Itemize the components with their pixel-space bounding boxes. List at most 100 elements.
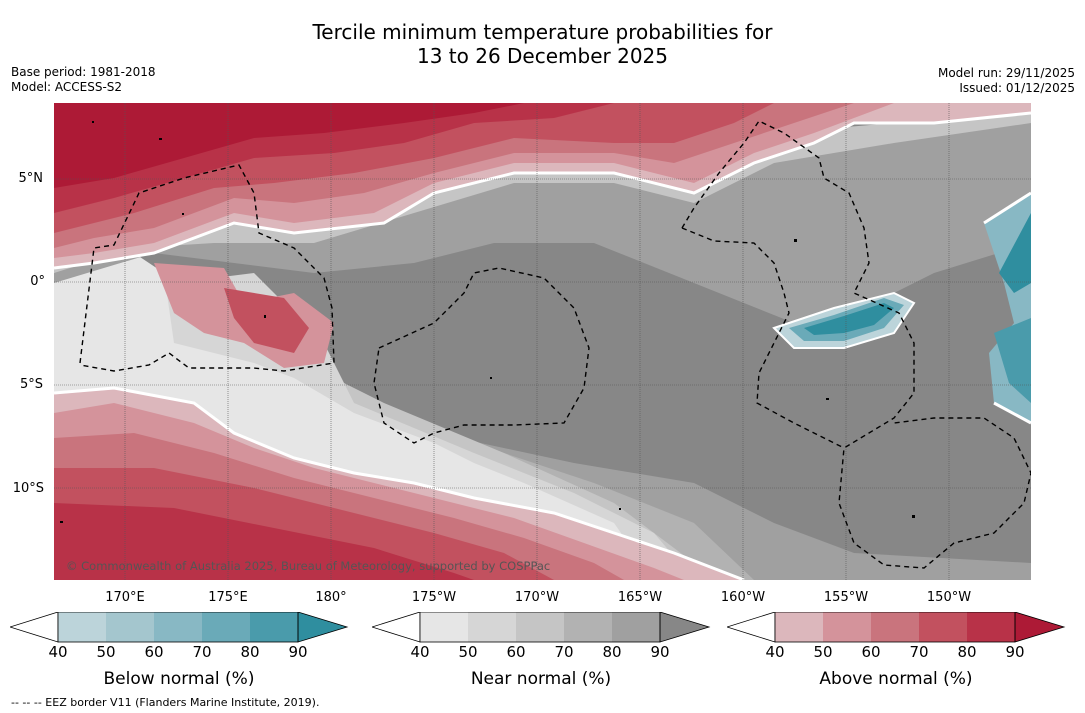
- meta-right: Model run: 29/11/2025 Issued: 01/12/2025: [938, 66, 1075, 96]
- lon-label-170e: 170°E: [105, 590, 145, 605]
- above-tick-50: 50: [813, 643, 833, 661]
- model-run: Model run: 29/11/2025: [937, 66, 1075, 80]
- below-tick-90: 90: [288, 643, 308, 661]
- above-normal-title: Above normal (%): [819, 669, 973, 689]
- colorbar-near-seg-3: [516, 612, 564, 642]
- colorbar-near-seg-4: [564, 612, 612, 642]
- colorbar-near-frame: [419, 612, 661, 643]
- model-name: Model: ACCESS-S2: [11, 80, 123, 94]
- colorbar-near-seg-1: [420, 612, 468, 642]
- lon-label-170w: 170°W: [514, 590, 560, 605]
- colorbar-above-seg-4: [919, 612, 967, 642]
- above-tick-60: 60: [861, 643, 881, 661]
- island-speck: [490, 377, 492, 379]
- island-speck: [264, 315, 266, 318]
- colorbar-near-low-arrow: [372, 612, 421, 643]
- title-line-1: Tercile minimum temperature probabilitie…: [312, 20, 773, 44]
- lon-label-175e: 175°E: [208, 590, 248, 605]
- colorbar-above-seg-5: [967, 612, 1015, 642]
- gridlines: [54, 103, 1031, 580]
- colorbar-above-seg-1: [775, 612, 823, 642]
- colorbar-below-seg-5: [250, 612, 298, 642]
- near-normal-title: Near normal (%): [470, 669, 612, 689]
- eez-border-central: [373, 267, 590, 444]
- lat-label-0: 0°: [30, 274, 45, 289]
- lon-label-155w: 155°W: [823, 590, 869, 605]
- copyright-notice: © Commonwealth of Australia 2025, Bureau…: [66, 559, 551, 573]
- below-normal-east-core: [999, 213, 1031, 293]
- colorbar-above-low-arrow: [727, 612, 776, 643]
- east-boundary-contour: [983, 191, 1031, 425]
- lon-label-165w: 165°W: [617, 590, 663, 605]
- island-speck: [619, 508, 621, 510]
- lon-label-160w: 160°W: [720, 590, 766, 605]
- colorbar-above-seg-2: [823, 612, 871, 642]
- near-tick-80: 80: [602, 643, 622, 661]
- colorbar-below-seg-2: [106, 612, 154, 642]
- colorbar-below-seg-1: [58, 612, 106, 642]
- near-tick-60: 60: [506, 643, 526, 661]
- lat-label-10s: 10°S: [12, 481, 44, 496]
- eez-footnote: -- -- -- EEZ border V11 (Flanders Marine…: [11, 696, 320, 709]
- colorbar-near-seg-2: [468, 612, 516, 642]
- colorbar-below-seg-3: [154, 612, 202, 642]
- below-tick-70: 70: [192, 643, 212, 661]
- below-normal-central-centre: [804, 303, 894, 335]
- probability-map: [54, 103, 1031, 580]
- lon-label-180: 180°: [315, 590, 347, 605]
- meta-left: Base period: 1981-2018 Model: ACCESS-S2: [11, 65, 156, 95]
- colorbar-below-seg-4: [202, 612, 250, 642]
- colorbar-above: [727, 612, 1066, 643]
- below-normal-title: Below normal (%): [103, 669, 255, 689]
- eez-border-west: [79, 164, 335, 372]
- island-speck: [60, 521, 63, 523]
- island-speck: [92, 121, 94, 123]
- colorbar-below: [10, 612, 349, 643]
- above-tick-40: 40: [765, 643, 785, 661]
- near-tick-90: 90: [650, 643, 670, 661]
- colorbar-below-low-arrow: [10, 612, 59, 643]
- lat-label-5s: 5°S: [19, 377, 43, 392]
- base-period: Base period: 1981-2018: [11, 65, 156, 79]
- above-normal-80-south: [54, 503, 474, 580]
- colorbar-near-seg-5: [612, 612, 660, 642]
- lat-label-5n: 5°N: [18, 171, 44, 186]
- colorbar-near-high-arrow: [659, 612, 711, 643]
- above-normal-90-north: [54, 103, 524, 188]
- below-tick-40: 40: [48, 643, 68, 661]
- lon-label-175w: 175°W: [411, 590, 457, 605]
- colorbar-below-high-arrow: [297, 612, 349, 643]
- above-normal-west-core: [224, 288, 309, 353]
- lon-label-150w: 150°W: [926, 590, 972, 605]
- north-boundary-contour: [54, 111, 1031, 270]
- island-speck: [159, 138, 162, 140]
- below-tick-50: 50: [96, 643, 116, 661]
- eez-borders: [79, 120, 1031, 569]
- island-speck: [912, 515, 915, 518]
- map-svg: [54, 103, 1031, 580]
- below-tick-60: 60: [144, 643, 164, 661]
- below-tick-80: 80: [240, 643, 260, 661]
- above-tick-90: 90: [1005, 643, 1025, 661]
- near-tick-70: 70: [554, 643, 574, 661]
- colorbar-below-frame: [57, 612, 299, 643]
- colorbar-above-high-arrow: [1014, 612, 1066, 643]
- chart-title: Tercile minimum temperature probabilitie…: [0, 20, 1085, 68]
- island-speck: [826, 398, 829, 400]
- issued-date: Issued: 01/12/2025: [959, 81, 1075, 95]
- island-speck: [794, 239, 797, 242]
- title-line-2: 13 to 26 December 2025: [416, 44, 668, 68]
- eez-border-east-inner: [681, 227, 845, 449]
- below-normal-east-core-south: [994, 318, 1031, 403]
- colorbar-above-frame: [774, 612, 1016, 643]
- above-tick-80: 80: [957, 643, 977, 661]
- colorbar-near: [372, 612, 711, 643]
- colorbar-above-seg-3: [871, 612, 919, 642]
- south-boundary-contour: [54, 386, 745, 580]
- near-tick-50: 50: [458, 643, 478, 661]
- central-patch-contour: [772, 291, 916, 349]
- near-tick-40: 40: [410, 643, 430, 661]
- above-tick-70: 70: [909, 643, 929, 661]
- island-speck: [182, 213, 184, 215]
- island-specks: [60, 121, 915, 523]
